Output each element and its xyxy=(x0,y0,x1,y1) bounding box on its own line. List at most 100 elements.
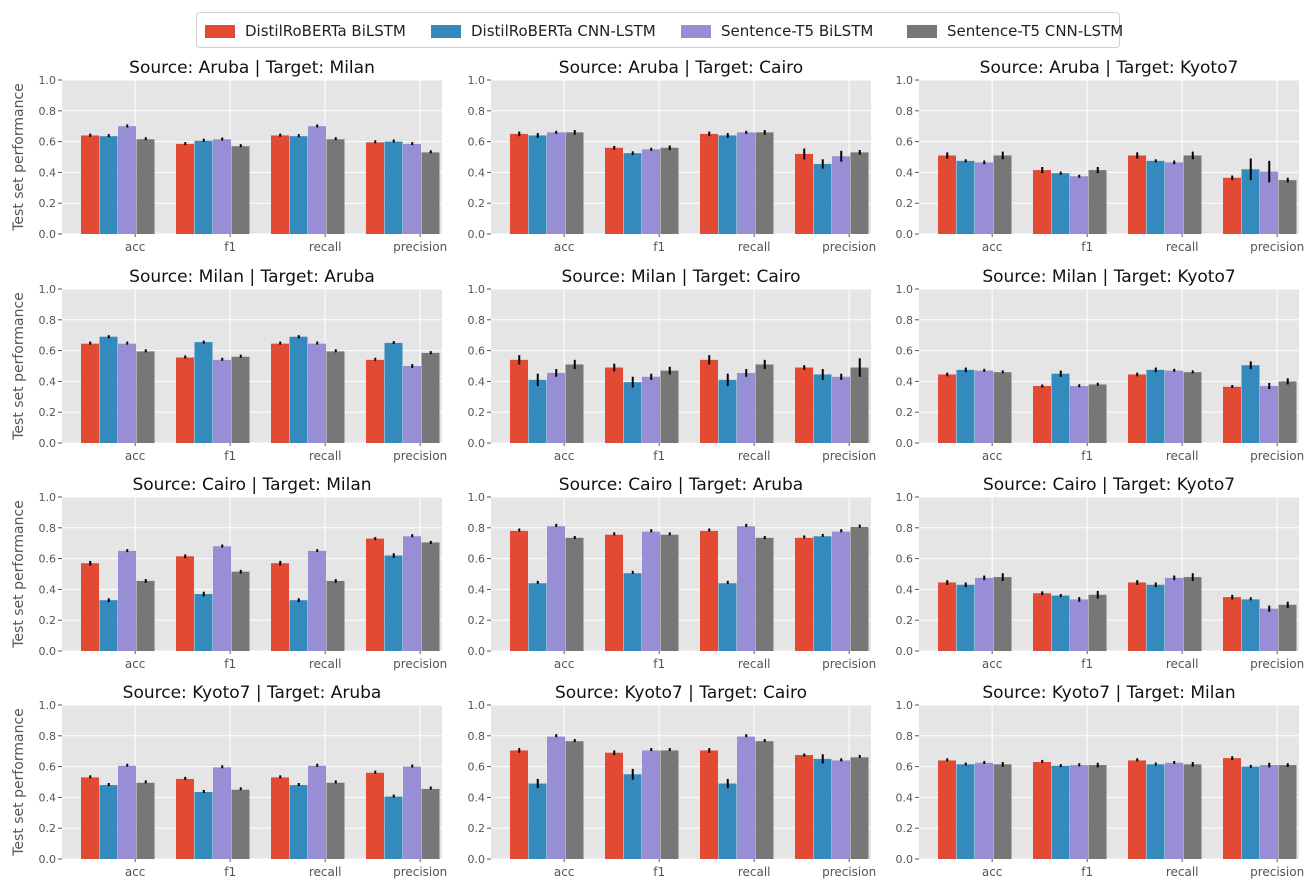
bar xyxy=(326,351,345,443)
bar xyxy=(700,530,718,651)
y-tick-label: 0.4 xyxy=(39,166,57,179)
bar xyxy=(1278,765,1297,859)
y-tick-label: 0.2 xyxy=(896,614,914,627)
bar xyxy=(421,352,440,443)
bar xyxy=(213,139,231,234)
bar xyxy=(1260,765,1278,859)
bar xyxy=(737,372,755,443)
x-tick-label: acc xyxy=(125,657,146,671)
bar xyxy=(271,135,289,234)
bar xyxy=(366,772,384,859)
bar xyxy=(737,132,755,234)
y-tick-label: 0.0 xyxy=(39,853,57,866)
x-tick-label: f1 xyxy=(224,657,236,671)
panel-title: Source: Cairo | Target: Kyoto7 xyxy=(983,475,1235,495)
bar xyxy=(528,783,547,859)
bar xyxy=(1223,177,1241,234)
x-tick-label: recall xyxy=(738,449,771,463)
panel-8: 0.0 0.2 0.4 0.6 0.8 1.0 acc f1 recall precision So… xyxy=(896,475,1305,671)
bar xyxy=(1070,176,1088,234)
bar xyxy=(565,741,584,859)
bar xyxy=(850,152,869,234)
bar xyxy=(755,364,774,443)
bar xyxy=(1051,765,1070,859)
y-tick-label: 0.0 xyxy=(468,437,486,450)
x-tick-label: f1 xyxy=(224,865,236,879)
bar xyxy=(1088,594,1107,651)
panel-title: Source: Kyoto7 | Target: Milan xyxy=(982,683,1235,703)
x-tick-label: acc xyxy=(982,657,1003,671)
y-tick-label: 0.4 xyxy=(39,375,57,388)
bar xyxy=(136,351,155,443)
bar xyxy=(289,600,308,651)
legend-item-0: DistilRoBERTa BiLSTM xyxy=(205,22,406,40)
bar xyxy=(938,760,956,859)
bar xyxy=(289,336,308,443)
bar xyxy=(755,132,774,234)
y-tick-label: 1.0 xyxy=(896,491,914,504)
x-tick-label: recall xyxy=(309,865,342,879)
x-tick-label: acc xyxy=(982,449,1003,463)
bar xyxy=(421,542,440,651)
bar xyxy=(81,563,99,651)
bar xyxy=(1278,604,1297,651)
bar xyxy=(118,126,136,234)
y-tick-label: 0.6 xyxy=(896,136,914,149)
y-axis-label: Test set performance xyxy=(11,292,27,441)
bar xyxy=(737,526,755,651)
legend-item-2: Sentence-T5 BiLSTM xyxy=(681,22,873,40)
bar xyxy=(136,139,155,234)
bar xyxy=(850,367,869,443)
bar xyxy=(176,143,194,234)
bar xyxy=(718,783,737,859)
x-tick-label: f1 xyxy=(1081,657,1093,671)
bar xyxy=(975,762,993,859)
legend: DistilRoBERTa BiLSTM DistilRoBERTa CNN-L… xyxy=(196,12,1124,48)
bar xyxy=(623,573,642,651)
bar xyxy=(975,370,993,443)
y-tick-label: 0.2 xyxy=(896,197,914,210)
bar xyxy=(213,546,231,651)
y-tick-label: 1.0 xyxy=(896,283,914,296)
bar xyxy=(938,582,956,651)
bar xyxy=(956,584,975,651)
x-tick-label: f1 xyxy=(653,865,665,879)
y-tick-label: 0.8 xyxy=(39,522,57,535)
bar xyxy=(993,372,1012,443)
panel-11: 0.0 0.2 0.4 0.6 0.8 1.0 acc f1 recall precision So… xyxy=(896,683,1305,879)
bar xyxy=(271,343,289,443)
bar xyxy=(118,343,136,443)
x-tick-label: precision xyxy=(822,449,876,463)
bar xyxy=(660,147,679,234)
y-tick-label: 0.2 xyxy=(39,197,57,210)
y-tick-label: 0.0 xyxy=(468,228,486,241)
bar xyxy=(403,766,421,859)
bar xyxy=(832,760,850,859)
bar xyxy=(176,357,194,443)
bar xyxy=(366,359,384,443)
bar xyxy=(755,537,774,651)
panel-4: 0.0 0.2 0.4 0.6 0.8 1.0 acc f1 recall precision So… xyxy=(468,267,877,463)
legend-swatch-1 xyxy=(431,24,461,38)
x-tick-label: f1 xyxy=(653,240,665,254)
legend-label-3: Sentence-T5 CNN-LSTM xyxy=(947,22,1124,40)
bar xyxy=(718,583,737,651)
x-tick-label: precision xyxy=(393,240,447,254)
y-tick-label: 0.6 xyxy=(896,553,914,566)
panel-2: 0.0 0.2 0.4 0.6 0.8 1.0 acc f1 recall precision So… xyxy=(896,58,1305,254)
bar xyxy=(1146,369,1165,443)
bar xyxy=(795,537,813,651)
bar xyxy=(81,343,99,443)
y-tick-label: 0.2 xyxy=(468,197,486,210)
panel-title: Source: Milan | Target: Aruba xyxy=(129,267,375,287)
bar xyxy=(660,750,679,859)
bar xyxy=(176,778,194,859)
bar xyxy=(660,534,679,651)
y-tick-label: 0.4 xyxy=(896,791,914,804)
panel-9: 0.0 0.2 0.4 0.6 0.8 1.0 acc f1 recall precision So… xyxy=(11,683,447,879)
bar xyxy=(366,538,384,651)
x-tick-label: precision xyxy=(1250,865,1304,879)
bar xyxy=(231,789,250,859)
y-tick-label: 1.0 xyxy=(896,74,914,87)
